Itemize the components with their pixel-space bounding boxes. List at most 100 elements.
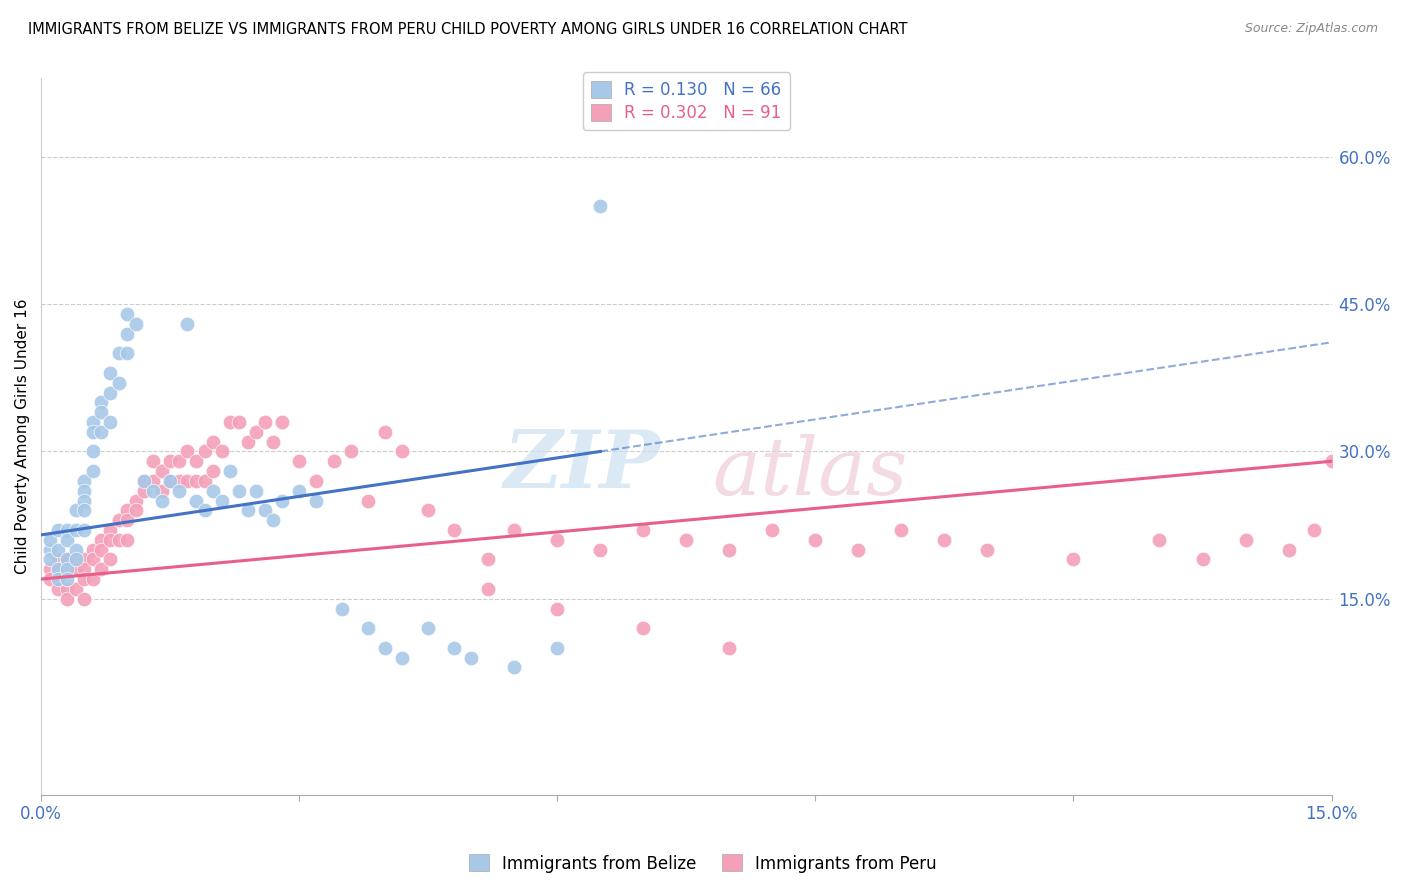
Point	[150, 493, 173, 508]
Point	[1191, 552, 1213, 566]
Point	[73, 572, 96, 586]
Point	[98, 415, 121, 429]
Point	[115, 513, 138, 527]
Point	[73, 474, 96, 488]
Point	[934, 533, 956, 547]
Point	[718, 542, 741, 557]
Point	[418, 503, 440, 517]
Point	[65, 503, 87, 517]
Point	[65, 562, 87, 576]
Point	[38, 562, 60, 576]
Point	[228, 483, 250, 498]
Point	[46, 562, 69, 576]
Point	[134, 483, 156, 498]
Point	[236, 503, 259, 517]
Point	[176, 474, 198, 488]
Point	[167, 474, 190, 488]
Point	[546, 601, 568, 615]
Point	[443, 523, 465, 537]
Point	[1277, 542, 1299, 557]
Point	[675, 533, 697, 547]
Point	[82, 464, 104, 478]
Point	[82, 572, 104, 586]
Point	[98, 552, 121, 566]
Point	[193, 474, 215, 488]
Point	[90, 405, 112, 419]
Point	[357, 621, 380, 635]
Point	[219, 464, 242, 478]
Point	[245, 425, 267, 439]
Point	[184, 454, 207, 468]
Point	[322, 454, 344, 468]
Point	[90, 542, 112, 557]
Point	[90, 425, 112, 439]
Point	[159, 454, 181, 468]
Point	[134, 474, 156, 488]
Point	[142, 483, 165, 498]
Point	[503, 523, 526, 537]
Point	[330, 601, 353, 615]
Point	[90, 395, 112, 409]
Point	[761, 523, 783, 537]
Point	[46, 582, 69, 596]
Point	[262, 513, 284, 527]
Point	[107, 533, 129, 547]
Point	[90, 533, 112, 547]
Point	[46, 572, 69, 586]
Point	[633, 621, 655, 635]
Point	[477, 552, 499, 566]
Point	[804, 533, 827, 547]
Point	[167, 454, 190, 468]
Point	[1303, 523, 1326, 537]
Point	[159, 474, 181, 488]
Point	[546, 640, 568, 655]
Point	[107, 513, 129, 527]
Point	[82, 552, 104, 566]
Point	[98, 523, 121, 537]
Point	[150, 464, 173, 478]
Point	[202, 483, 225, 498]
Point	[65, 552, 87, 566]
Point	[357, 493, 380, 508]
Point	[546, 533, 568, 547]
Point	[167, 483, 190, 498]
Point	[73, 523, 96, 537]
Point	[56, 562, 79, 576]
Point	[159, 474, 181, 488]
Point	[236, 434, 259, 449]
Point	[82, 444, 104, 458]
Point	[38, 572, 60, 586]
Point	[46, 542, 69, 557]
Point	[262, 434, 284, 449]
Point	[202, 434, 225, 449]
Point	[98, 533, 121, 547]
Point	[305, 474, 328, 488]
Point	[56, 582, 79, 596]
Point	[391, 650, 413, 665]
Point	[503, 660, 526, 674]
Point	[65, 523, 87, 537]
Point	[65, 582, 87, 596]
Point	[82, 542, 104, 557]
Point	[56, 523, 79, 537]
Point	[82, 415, 104, 429]
Point	[73, 562, 96, 576]
Point	[115, 346, 138, 360]
Point	[142, 454, 165, 468]
Point	[107, 376, 129, 390]
Point	[374, 640, 396, 655]
Legend: R = 0.130   N = 66, R = 0.302   N = 91: R = 0.130 N = 66, R = 0.302 N = 91	[582, 72, 790, 130]
Point	[38, 552, 60, 566]
Point	[115, 326, 138, 341]
Point	[976, 542, 998, 557]
Point	[374, 425, 396, 439]
Point	[73, 552, 96, 566]
Point	[271, 415, 294, 429]
Point	[1234, 533, 1257, 547]
Point	[245, 483, 267, 498]
Point	[211, 444, 233, 458]
Point	[125, 317, 148, 331]
Point	[219, 415, 242, 429]
Point	[107, 346, 129, 360]
Point	[718, 640, 741, 655]
